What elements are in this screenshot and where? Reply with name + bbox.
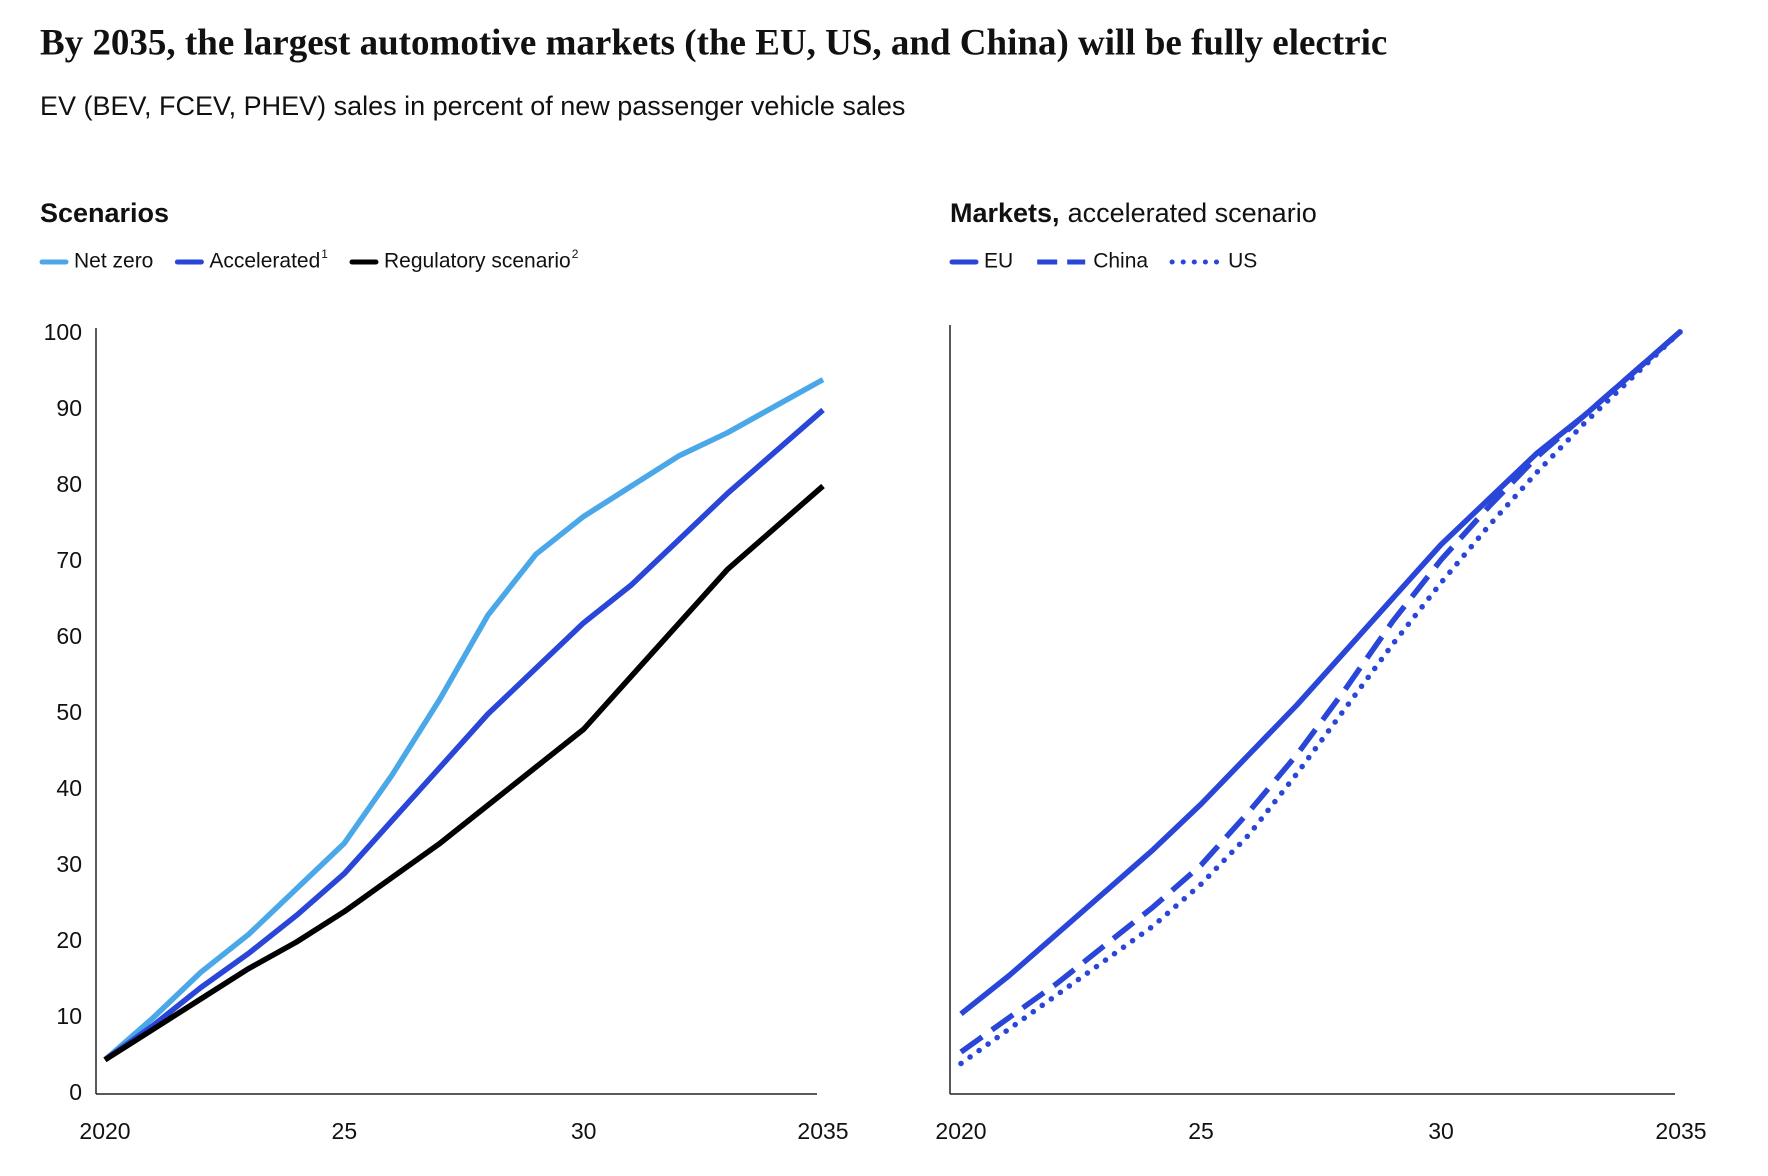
panel-title: Scenarios xyxy=(40,198,169,228)
series-line xyxy=(103,407,825,1063)
x-tick-label: 30 xyxy=(1428,1118,1454,1144)
legend-label: Accelerated xyxy=(209,250,320,273)
y-tick-label: 20 xyxy=(56,927,82,953)
legend-footnote: 2 xyxy=(572,247,579,261)
y-tick-label: 40 xyxy=(56,775,82,801)
y-tick-label: 70 xyxy=(56,547,82,573)
y-tick-label: 90 xyxy=(56,395,82,421)
legend-label: EU xyxy=(984,250,1013,273)
y-tick-label: 100 xyxy=(44,319,82,345)
legend-label: US xyxy=(1228,250,1257,273)
legend-label: China xyxy=(1093,250,1148,273)
series-line xyxy=(958,328,1684,1067)
series-line xyxy=(103,377,825,1062)
series-line xyxy=(959,328,1683,1055)
y-tick-label: 0 xyxy=(69,1079,82,1105)
series-line xyxy=(103,483,825,1063)
y-tick-label: 50 xyxy=(56,699,82,725)
page-subtitle: EV (BEV, FCEV, PHEV) sales in percent of… xyxy=(40,91,905,121)
x-tick-label: 25 xyxy=(332,1118,358,1144)
legend-footnote: 1 xyxy=(321,247,328,261)
x-tick-label: 30 xyxy=(571,1118,597,1144)
y-tick-label: 60 xyxy=(56,623,82,649)
y-tick-label: 80 xyxy=(56,471,82,497)
series-line xyxy=(959,328,1683,1017)
page-title: By 2035, the largest automotive markets … xyxy=(40,22,1387,63)
y-tick-label: 10 xyxy=(56,1003,82,1029)
panel-title: Markets, xyxy=(950,198,1060,228)
legend-label: Net zero xyxy=(74,250,153,273)
legend-label: Regulatory scenario xyxy=(384,250,571,273)
x-tick-label: 2035 xyxy=(1655,1118,1706,1144)
x-tick-label: 2020 xyxy=(79,1118,130,1144)
x-tick-label: 25 xyxy=(1188,1118,1214,1144)
x-tick-label: 2035 xyxy=(797,1118,848,1144)
y-tick-label: 30 xyxy=(56,851,82,877)
panel-subtitle: accelerated scenario xyxy=(1068,198,1317,228)
x-tick-label: 2020 xyxy=(935,1118,986,1144)
